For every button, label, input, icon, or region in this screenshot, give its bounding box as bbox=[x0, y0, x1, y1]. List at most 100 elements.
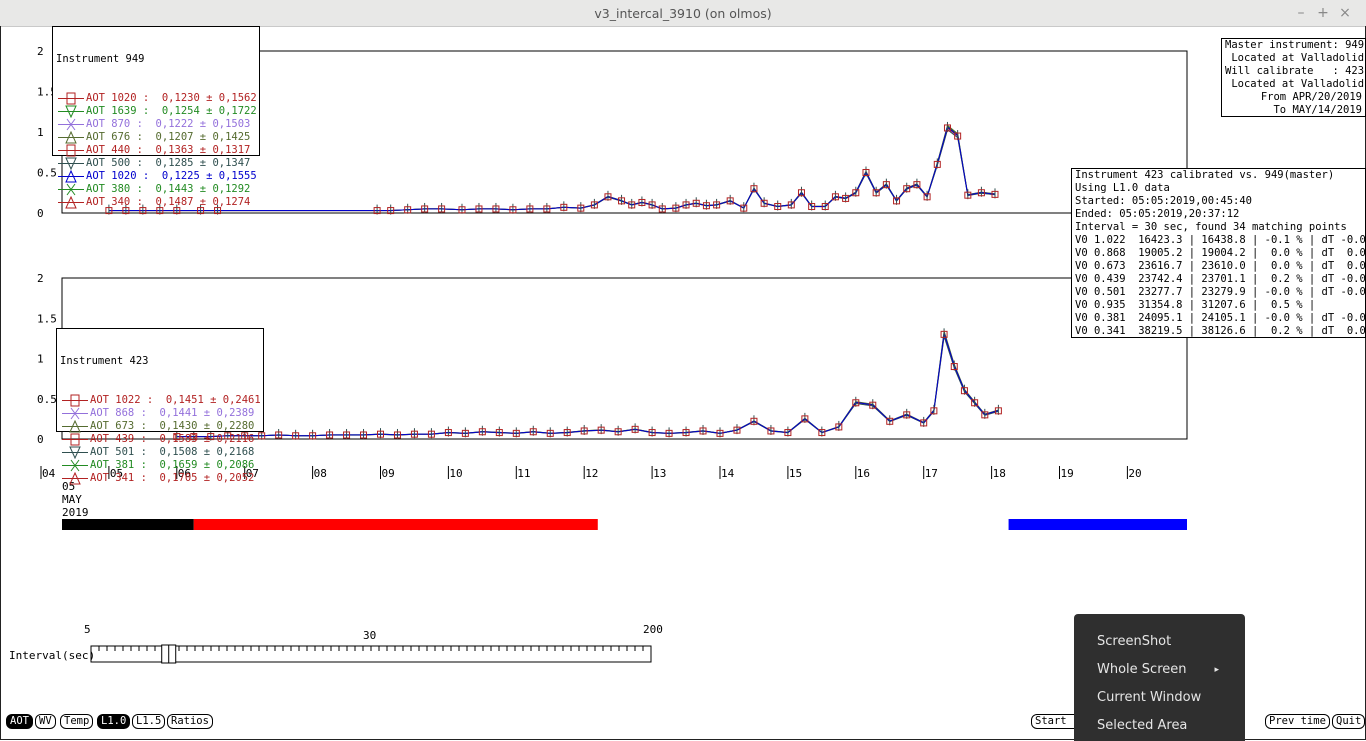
data-point-marker bbox=[618, 197, 626, 205]
data-point-marker bbox=[740, 204, 748, 212]
legend-marker bbox=[70, 459, 80, 472]
data-point-marker bbox=[852, 399, 860, 407]
data-point-marker bbox=[404, 206, 412, 214]
data-point-marker bbox=[760, 199, 768, 207]
data-point-marker bbox=[343, 431, 351, 439]
legend-title: Instrument 949 bbox=[56, 53, 145, 65]
x-tick-label: 05 bbox=[110, 467, 123, 480]
x-marker-icon bbox=[62, 459, 88, 472]
menu-item-selected-area[interactable]: Selected Area bbox=[1097, 718, 1188, 733]
y-tick-label: 2 bbox=[37, 45, 44, 58]
data-point-marker bbox=[638, 198, 646, 206]
maximize-button[interactable]: + bbox=[1317, 5, 1329, 21]
series-line bbox=[176, 333, 999, 438]
x-tick-label: 07 bbox=[246, 467, 259, 480]
info-line: To MAY/14/2019 bbox=[1229, 104, 1362, 116]
quit-button[interactable]: Quit bbox=[1332, 714, 1366, 729]
data-point-marker bbox=[750, 185, 758, 193]
data-point-marker bbox=[509, 206, 517, 214]
legend-marker bbox=[69, 446, 81, 459]
ratios-button[interactable]: Ratios bbox=[167, 714, 213, 729]
data-point-marker bbox=[139, 207, 147, 215]
legend-label: AOT 676 : bbox=[86, 131, 156, 143]
legend-value: 0,1583 ± 0,2116 bbox=[159, 433, 255, 445]
legend-value: 0,1285 ± 0,1347 bbox=[155, 157, 251, 169]
close-button[interactable]: × bbox=[1339, 5, 1351, 21]
data-point-marker bbox=[994, 407, 1002, 415]
legend-row: AOT 1022 : 0,1451 ± 0,2461 bbox=[60, 394, 261, 407]
menu-item-current-window[interactable]: Current Window bbox=[1097, 690, 1202, 705]
info-line: V0 0.501 23277.7 | 23279.9 | -0.0 % | dT… bbox=[1075, 286, 1366, 298]
menu-item-screenshot[interactable]: ScreenShot bbox=[1097, 634, 1172, 649]
legend-marker bbox=[69, 420, 81, 433]
data-point-marker bbox=[597, 426, 605, 434]
legend-row: AOT 501 : 0,1508 ± 0,2168 bbox=[60, 446, 260, 459]
legend-value: 0,1230 ± 0,1562 bbox=[161, 92, 257, 104]
temp-button[interactable]: Temp bbox=[60, 714, 94, 729]
data-point-marker bbox=[842, 194, 850, 202]
legend-row: AOT 500 : 0,1285 ± 0,1347 bbox=[56, 157, 256, 170]
data-point-marker bbox=[750, 417, 758, 425]
data-point-marker bbox=[475, 205, 483, 213]
data-point-marker bbox=[913, 181, 921, 189]
prev-time-button[interactable]: Prev time bbox=[1265, 714, 1330, 729]
l10-button[interactable]: L1.0 bbox=[97, 714, 131, 729]
minimize-button[interactable]: – bbox=[1297, 5, 1305, 21]
data-point-marker bbox=[648, 429, 656, 437]
data-point-marker bbox=[862, 169, 870, 176]
aot-button[interactable]: AOT bbox=[6, 714, 33, 729]
app-window: 2 1.5 1 0.5 0 2 1.5 1 0.5 0 04 05 06 07 08 09 10 11 12 13 14… bbox=[0, 26, 1366, 740]
info-line: Ended: 05:05:2019,20:37:12 bbox=[1075, 208, 1240, 220]
l15-button[interactable]: L1.5 bbox=[132, 714, 166, 729]
info-line: Located at Valladolid bbox=[1225, 52, 1365, 64]
x-tick-label: 08 bbox=[314, 467, 327, 480]
y-tick-label: 0 bbox=[37, 207, 44, 220]
data-point-marker bbox=[852, 189, 860, 197]
x-tick-label: 14 bbox=[721, 467, 735, 480]
legend-value: 0,1659 ± 0,2086 bbox=[159, 459, 255, 471]
x-tick-label: 04 bbox=[42, 467, 56, 480]
data-point-marker bbox=[427, 430, 435, 438]
legend-label: AOT 341 : bbox=[90, 472, 160, 484]
legend-marker bbox=[65, 170, 77, 183]
info-line: V0 0.439 23742.4 | 23701.1 | 0.2 % | dT … bbox=[1075, 273, 1366, 285]
data-point-marker bbox=[930, 407, 938, 415]
wv-button[interactable]: WV bbox=[35, 714, 56, 729]
x-tick-label: 18 bbox=[993, 467, 1006, 480]
legend-marker bbox=[66, 92, 76, 105]
data-point-marker bbox=[512, 429, 520, 437]
info-line: Located at Valladolid bbox=[1225, 78, 1365, 90]
data-point-marker bbox=[767, 427, 775, 435]
data-point-marker bbox=[258, 432, 266, 440]
legend-value: 0,1508 ± 0,2168 bbox=[159, 446, 255, 458]
data-point-marker bbox=[309, 432, 317, 440]
data-point-marker bbox=[275, 431, 283, 439]
legend-marker bbox=[69, 472, 81, 485]
data-point-marker bbox=[672, 204, 680, 212]
y-tick-label: 0.5 bbox=[37, 167, 57, 180]
data-point-marker bbox=[801, 415, 809, 423]
menu-item-whole-screen[interactable]: Whole Screen ▸ bbox=[1074, 656, 1245, 684]
window-titlebar[interactable]: v3_intercal_3910 (on olmos) – + × bbox=[0, 0, 1366, 27]
data-point-marker bbox=[964, 191, 972, 199]
data-point-marker bbox=[943, 124, 951, 132]
data-point-marker bbox=[560, 203, 568, 211]
data-point-marker bbox=[903, 411, 911, 419]
data-point-marker bbox=[373, 207, 381, 215]
data-point-marker bbox=[699, 427, 707, 435]
x-tick-label: 09 bbox=[382, 467, 395, 480]
screenshot-context-menu: ScreenShot Whole Screen ▸ Current Window… bbox=[1074, 614, 1245, 741]
data-point-marker bbox=[774, 203, 782, 211]
legend-marker bbox=[65, 105, 77, 118]
data-point-marker bbox=[893, 197, 901, 205]
legend-label: AOT 1639 : bbox=[86, 105, 162, 117]
x-tick-label: 16 bbox=[857, 467, 870, 480]
data-point-marker bbox=[444, 429, 452, 437]
data-point-marker bbox=[421, 205, 429, 213]
date-label: 2019 bbox=[62, 506, 89, 519]
triangle-up-marker-icon bbox=[62, 472, 88, 485]
calibration-info-box: Instrument 423 calibrated vs. 949(master… bbox=[1071, 168, 1366, 338]
plot-canvas[interactable]: 2 1.5 1 0.5 0 2 1.5 1 0.5 0 04 05 06 07 08 09 10 11 12 13 14… bbox=[1, 26, 1365, 739]
data-point-marker bbox=[991, 190, 999, 198]
series-line bbox=[176, 336, 999, 438]
